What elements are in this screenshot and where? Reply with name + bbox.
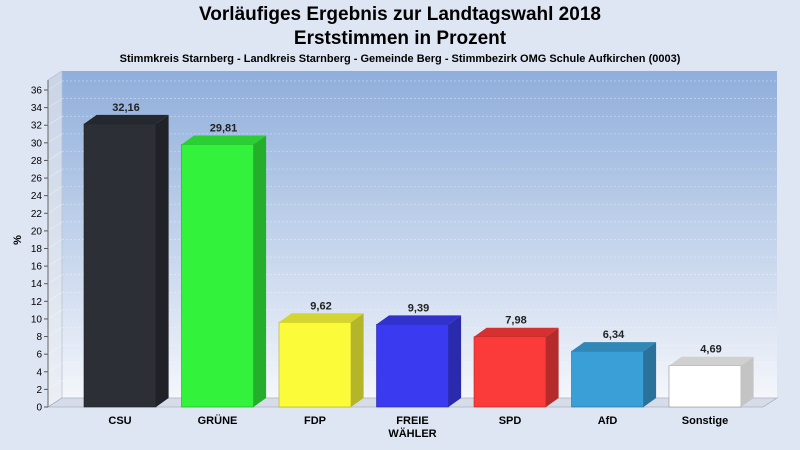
bar-top — [376, 315, 462, 325]
bar-side — [448, 315, 462, 407]
category-label: AfD — [598, 415, 618, 427]
gridline-side — [47, 256, 63, 267]
value-label: 9,39 — [408, 302, 429, 314]
y-tick-label: 24 — [31, 191, 43, 202]
y-tick-label: 34 — [31, 103, 43, 114]
bar-top — [84, 114, 169, 124]
bar-sonstige — [668, 356, 754, 408]
gridline-side — [47, 380, 63, 390]
y-tick-label: 18 — [31, 244, 43, 255]
bar-grüne — [181, 135, 267, 408]
bars — [83, 114, 754, 408]
y-tick-label: 20 — [31, 226, 43, 237]
category-label: WÄHLER — [388, 427, 436, 440]
category-label: FREIE — [396, 415, 428, 427]
bar-top — [474, 327, 559, 337]
bar-side — [643, 342, 657, 407]
labels: 32,16 CSU 29,81 GRÜNE 9,62 FDP 9,39 FREIEWÄHLER… — [108, 102, 728, 440]
category-label: GRÜNE — [198, 414, 238, 427]
gridline-side — [47, 168, 63, 179]
chart-title: Vorläufiges Ergebnis zur Landtagswahl 20… — [199, 4, 601, 25]
category-label: CSU — [108, 415, 131, 427]
value-label: 4,69 — [700, 344, 721, 356]
bar-spd — [473, 327, 559, 408]
gridline-side — [47, 98, 63, 108]
y-tick-label: 32 — [31, 121, 43, 132]
bar-fdp — [278, 313, 364, 408]
bar-csu — [83, 114, 169, 408]
y-tick-label: 2 — [36, 385, 42, 396]
bar-front — [83, 123, 157, 408]
bar-top — [181, 135, 267, 145]
y-tick-label: 22 — [31, 209, 43, 220]
bar-front — [668, 365, 742, 408]
y-tick-label: 4 — [36, 367, 42, 378]
gridline-side — [47, 309, 63, 320]
bar-front — [376, 324, 449, 408]
bar-side — [741, 356, 754, 407]
y-tick-label: 0 — [36, 403, 42, 414]
y-tick-label: 6 — [36, 350, 42, 361]
y-tick-label: 36 — [31, 86, 43, 97]
y-tick-label: 8 — [36, 332, 42, 343]
gridline-side — [47, 221, 63, 232]
gridline-side — [47, 274, 63, 285]
gridline-side — [47, 239, 63, 249]
value-label: 29,81 — [210, 123, 238, 135]
bar-side — [351, 313, 364, 407]
gridline-side — [47, 362, 63, 373]
y-axis-title: % — [12, 235, 24, 245]
bar-top — [571, 342, 657, 352]
gridline-side — [47, 344, 63, 355]
y-tick-label: 28 — [31, 156, 43, 167]
y-tick-label: 10 — [31, 314, 43, 325]
chart-subtitle: Erststimmen in Prozent — [293, 28, 507, 49]
bar-front — [473, 336, 547, 408]
y-tick-label: 30 — [31, 138, 43, 149]
gridline-side — [47, 115, 63, 126]
bar-front — [181, 144, 254, 408]
chart-location-subtitle: Stimmkreis Starnberg - Landkreis Starnbe… — [119, 53, 681, 65]
plot-side-wall — [47, 70, 63, 408]
bar-side — [253, 135, 267, 407]
gridline-side — [47, 327, 63, 337]
gridline-side — [47, 186, 63, 196]
bar-freie-wähler — [376, 315, 462, 408]
y-tick-label: 12 — [31, 297, 43, 308]
y-tick-label: 26 — [31, 174, 43, 185]
category-label: SPD — [499, 415, 522, 427]
bar-front — [278, 321, 352, 408]
bar-top — [279, 313, 364, 323]
bar-front — [571, 350, 644, 408]
bar-afd — [571, 342, 657, 408]
bar-top — [669, 356, 754, 366]
gridline-side — [47, 292, 63, 302]
value-label: 6,34 — [603, 329, 625, 341]
gridline-side — [47, 80, 63, 91]
gridline-side — [47, 203, 63, 214]
gridline-side — [47, 151, 63, 161]
y-tick-label: 16 — [31, 262, 43, 273]
category-label: FDP — [304, 415, 326, 427]
gridline-side — [47, 133, 63, 144]
value-label: 7,98 — [505, 315, 526, 327]
value-label: 32,16 — [112, 102, 140, 114]
y-tick-label: 14 — [31, 279, 43, 290]
bar-side — [546, 327, 559, 407]
bar-side — [156, 114, 169, 408]
category-label: Sonstige — [682, 415, 728, 427]
value-label: 9,62 — [310, 300, 331, 312]
